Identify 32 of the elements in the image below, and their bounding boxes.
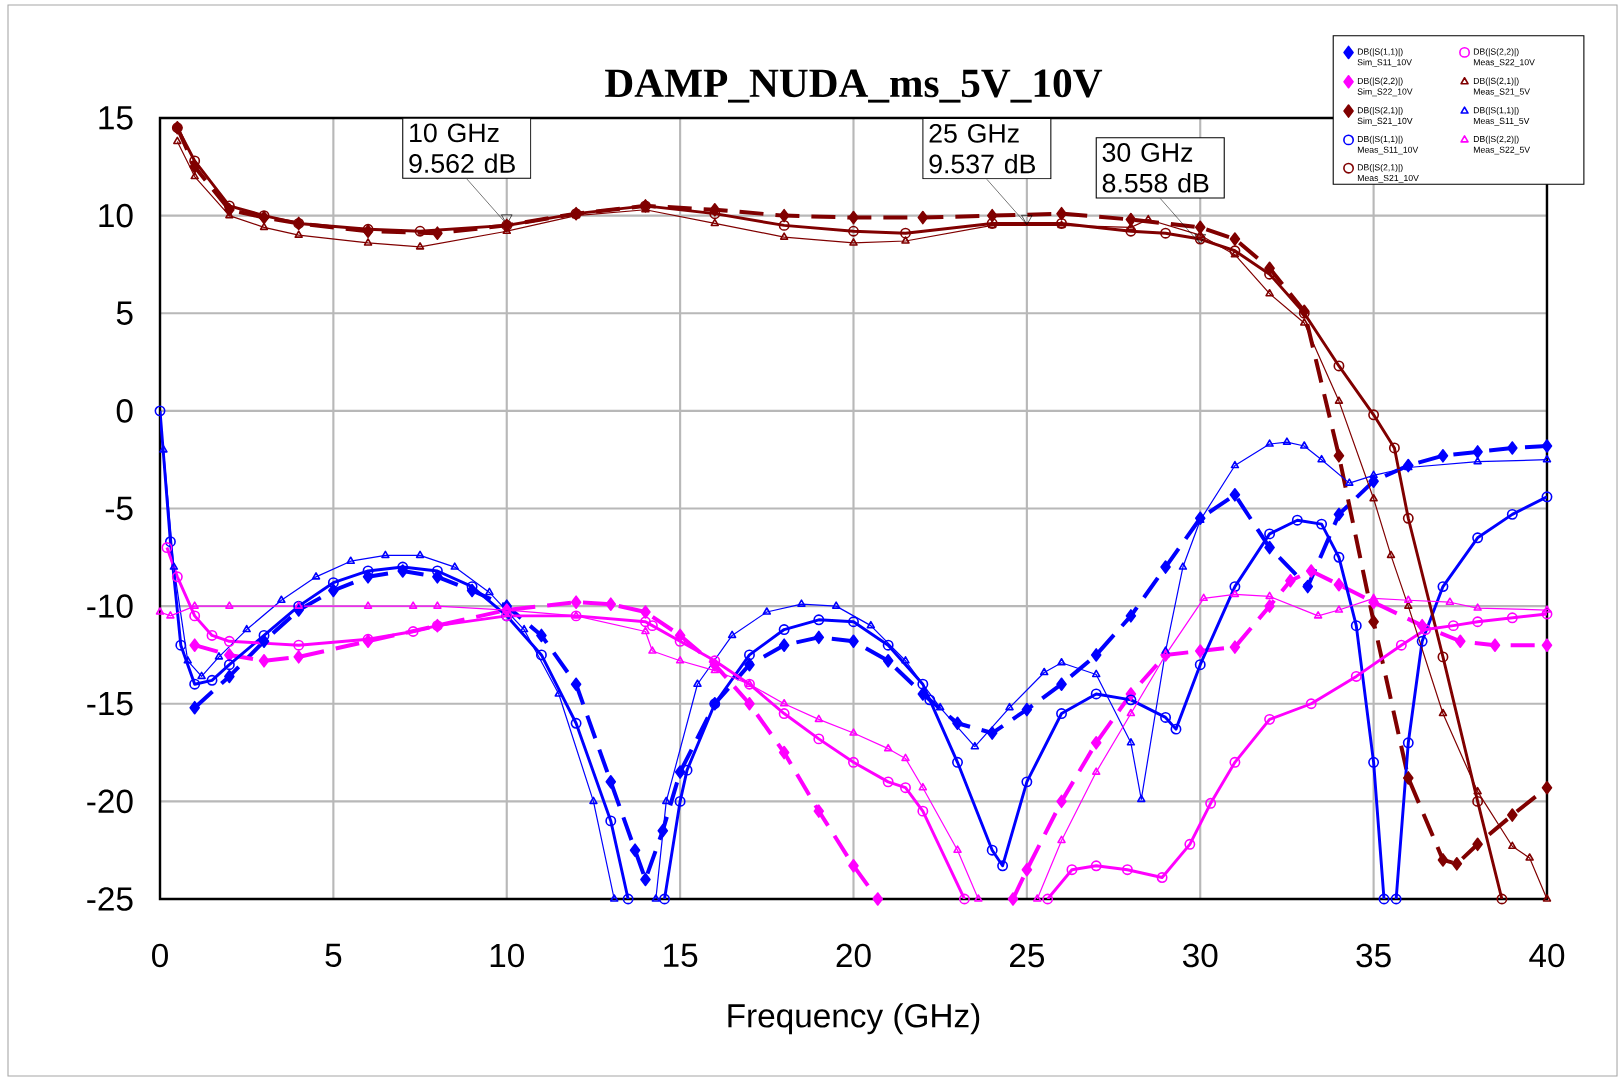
y-tick-label: 15: [99, 106, 133, 130]
legend-label: DB(|S(1,1)|) Sim_S11_10V: [1357, 48, 1412, 67]
legend-label: DB(|S(1,1)|) Meas_S11_5V: [1473, 106, 1530, 126]
y-tick-label: -5: [105, 496, 133, 521]
y-tick-label: -25: [87, 887, 133, 911]
x-tick-label: 0: [152, 943, 168, 968]
x-tick-label: 25: [1010, 943, 1045, 968]
annotation: 30 GHz 8.558 dB: [1102, 143, 1209, 193]
x-tick-label: 30: [1182, 943, 1218, 968]
legend-label: DB(|S(2,2)|) Meas_S22_5V: [1473, 135, 1531, 155]
chart-title: DAMP_NUDA_ms_5V_10V: [605, 69, 1103, 103]
x-tick-label: 20: [836, 943, 871, 968]
x-tick-label: 5: [325, 943, 342, 967]
y-tick-label: 0: [116, 399, 133, 423]
y-tick-label: -10: [87, 594, 133, 618]
y-tick-label: -15: [87, 692, 133, 716]
y-tick-label: 5: [116, 301, 133, 325]
legend-label: DB(|S(2,2)|) Sim_S22_10V: [1357, 77, 1413, 97]
y-tick-label: -20: [87, 789, 133, 814]
legend-label: DB(|S(2,2)|) Meas_S22_10V: [1473, 48, 1535, 67]
x-tick-label: 15: [664, 943, 698, 967]
legend-label: DB(|S(2,1)|) Meas_S21_10V: [1357, 164, 1419, 183]
x-tick-label: 35: [1356, 943, 1391, 968]
annotation: 25 GHz 9.537 dB: [929, 123, 1035, 174]
x-axis-title: Frequency (GHz): [728, 1003, 980, 1035]
legend-label: DB(|S(1,1)|) Meas_S11_10V: [1357, 135, 1419, 155]
x-tick-label: 40: [1529, 943, 1565, 968]
annotation: 10 GHz 9.562 dB: [409, 123, 515, 173]
legend-label: DB(|S(2,1)|) Sim_S21_10V: [1357, 106, 1413, 126]
x-tick-label: 10: [490, 943, 524, 968]
legend-label: DB(|S(2,1)|) Meas_S21_5V: [1473, 77, 1531, 97]
y-tick-label: 10: [99, 203, 133, 228]
